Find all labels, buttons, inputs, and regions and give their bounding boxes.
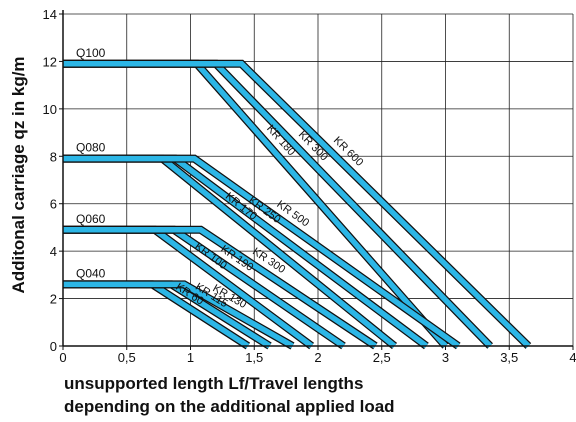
series-line <box>63 280 295 350</box>
x-tick-label: 4 <box>569 350 576 365</box>
series-layer <box>63 59 532 350</box>
x-tick-label: 0,5 <box>118 350 136 365</box>
series-line <box>63 59 532 349</box>
y-tick-label: 8 <box>50 149 57 164</box>
x-axis-label-line-1: unsupported length Lf/Travel lengths <box>64 374 364 393</box>
y-tick-label: 4 <box>50 244 57 259</box>
x-tick-label: 2 <box>314 350 321 365</box>
group-label: Q080 <box>76 141 106 155</box>
x-tick-label: 0 <box>59 350 66 365</box>
y-tick-label: 12 <box>43 54 57 69</box>
x-tick-label: 1,5 <box>245 350 263 365</box>
series-line-band <box>63 281 294 349</box>
x-axis-label-line-2: depending on the additional applied load <box>64 397 395 416</box>
axes: 0 0,5 1 1,5 2 2,5 3 3,5 4 0 2 4 6 8 10 12 14 <box>43 7 576 365</box>
x-tick-label: 3,5 <box>500 350 518 365</box>
y-tick-label: 14 <box>43 7 57 22</box>
y-tick-label: 2 <box>50 292 57 307</box>
y-tick-label: 10 <box>43 102 57 117</box>
y-tick-label: 0 <box>50 339 57 354</box>
series-line <box>63 154 461 350</box>
y-tick-label: 6 <box>50 197 57 212</box>
series-line-band <box>63 155 460 349</box>
y-axis-label: Additonal carriage qz in kg/m <box>9 56 28 293</box>
series-line-band <box>63 227 377 349</box>
x-tick-label: 3 <box>442 350 449 365</box>
x-tick-label: 2,5 <box>373 350 391 365</box>
group-label: Q060 <box>76 212 106 226</box>
series-line <box>63 225 378 350</box>
series-line-outline <box>63 59 532 349</box>
group-label: Q100 <box>76 46 106 60</box>
x-tick-label: 1 <box>187 350 194 365</box>
group-label: Q040 <box>76 266 106 280</box>
series-line-band <box>63 61 531 348</box>
